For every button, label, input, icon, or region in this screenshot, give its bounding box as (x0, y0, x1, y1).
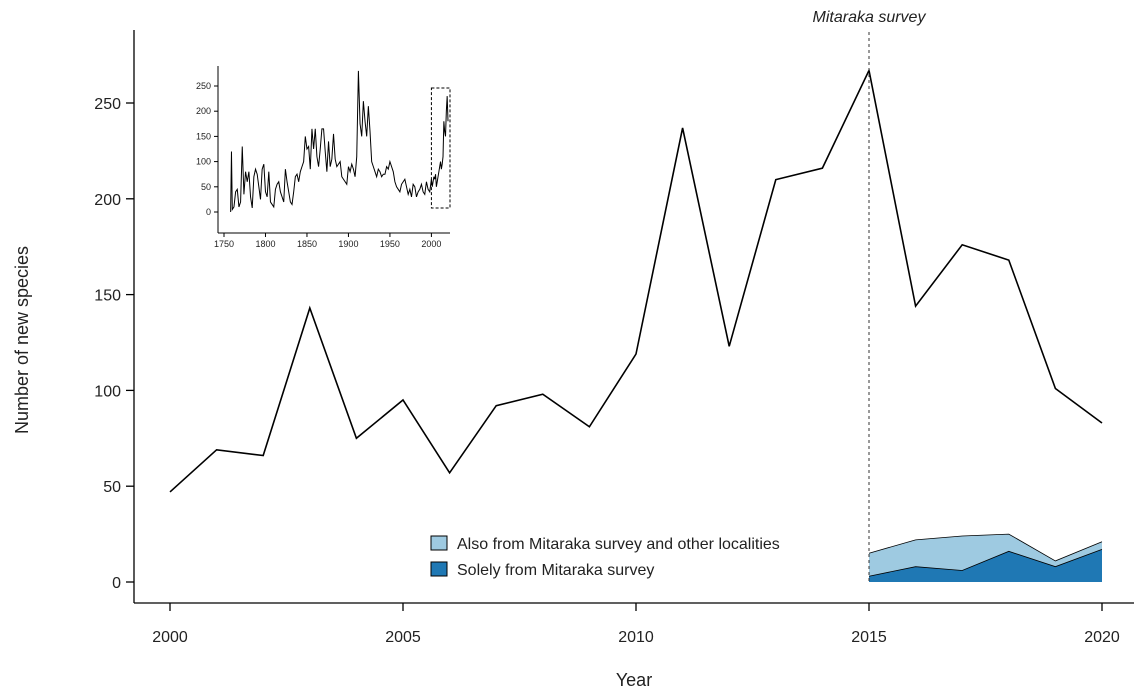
inset-series-line (230, 70, 449, 213)
inset-x-tick-label: 1850 (297, 239, 317, 249)
legend: Also from Mitaraka survey and other loca… (430, 535, 780, 579)
y-tick-label: 250 (94, 96, 121, 113)
inset-highlight-box (430, 87, 451, 209)
x-tick-label: 2015 (851, 629, 887, 646)
x-tick-label: 2005 (385, 629, 421, 646)
inset-x-tick-label: 2000 (421, 239, 441, 249)
x-axis-title: Year (616, 670, 652, 690)
legend-label: Solely from Mitaraka survey (457, 562, 654, 579)
inset-x-tick-label: 1800 (255, 239, 275, 249)
inset-chart: 0 50 100 150 200 250 1750 1800 1850 1900 1950 2000 (196, 66, 451, 249)
inset-y-tick-label: 0 (206, 207, 211, 217)
y-tick-label: 50 (103, 479, 121, 496)
inset-y-tick-label: 50 (201, 182, 211, 192)
area-series-group (868, 533, 1103, 582)
y-tick-label: 150 (94, 288, 121, 305)
inset-y-tick-label: 250 (196, 81, 211, 91)
annotation-label: Mitaraka survey (813, 9, 927, 26)
legend-swatch (430, 561, 448, 577)
inset-x-tick-label: 1900 (338, 239, 358, 249)
inset-y-tick-label: 100 (196, 157, 211, 167)
area-series-2 (869, 549, 1102, 582)
annotation-group: Mitaraka survey (813, 9, 927, 582)
y-axis-title: Number of new species (12, 246, 32, 434)
y-tick-label: 0 (112, 575, 121, 592)
area-series-2-outline (868, 549, 1103, 577)
main-line-group (169, 67, 1103, 493)
inset-x-tick-label: 1950 (380, 239, 400, 249)
inset-y-tick-label: 150 (196, 131, 211, 141)
x-tick-label: 2000 (152, 629, 188, 646)
legend-swatch (430, 535, 448, 551)
y-tick-label: 100 (94, 383, 121, 400)
x-tick-label: 2020 (1084, 629, 1120, 646)
legend-label: Also from Mitaraka survey and other loca… (457, 536, 780, 553)
inset-x-tick-label: 1750 (214, 239, 234, 249)
main-series-line (169, 67, 1103, 493)
inset-y-tick-label: 200 (196, 106, 211, 116)
y-tick-label: 200 (94, 192, 121, 209)
area-series-1-outline (868, 533, 1103, 562)
x-tick-label: 2010 (618, 629, 654, 646)
